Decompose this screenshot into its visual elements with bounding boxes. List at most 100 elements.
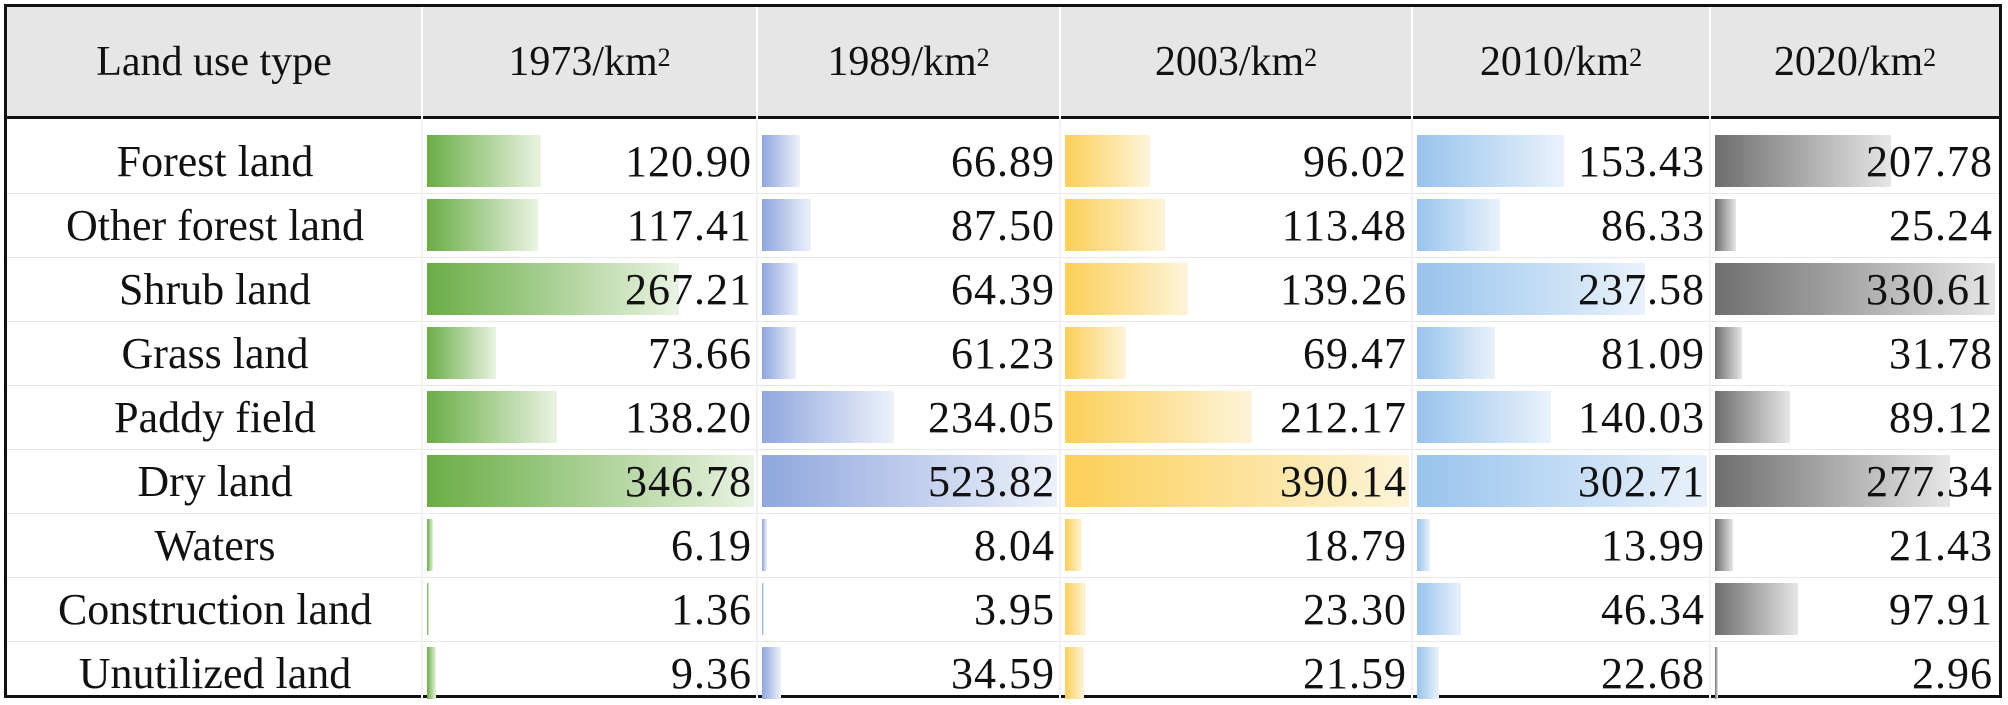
data-value: 46.34 bbox=[1601, 584, 1705, 634]
data-bar bbox=[1417, 263, 1645, 315]
data-value: 140.03 bbox=[1578, 392, 1705, 442]
data-value: 6.19 bbox=[671, 520, 752, 570]
data-value: 13.99 bbox=[1601, 520, 1705, 570]
data-cell: 6.19 bbox=[423, 513, 758, 577]
data-value: 390.14 bbox=[1280, 456, 1407, 506]
data-cell: 2.96 bbox=[1711, 641, 1999, 705]
header-unit: /km bbox=[1238, 38, 1305, 85]
header-label: Land use type bbox=[96, 38, 332, 85]
data-bar bbox=[1065, 455, 1409, 507]
data-cell: 207.78 bbox=[1711, 129, 1999, 193]
table-row: Forest land 120.90 66.89 96.02 153.43 207.78 bbox=[7, 129, 1999, 193]
header-unit-exponent: 2 bbox=[976, 42, 990, 72]
table-row: Unutilized land 9.36 34.59 21.59 22.68 2.96 bbox=[7, 641, 1999, 705]
data-bar bbox=[1715, 135, 1891, 187]
data-value: 66.89 bbox=[951, 136, 1055, 186]
row-separator bbox=[7, 449, 1999, 450]
data-bar bbox=[1715, 519, 1733, 571]
data-cell: 87.50 bbox=[758, 193, 1061, 257]
data-value: 96.02 bbox=[1303, 136, 1407, 186]
data-bar bbox=[427, 583, 429, 635]
header-land-use-type: Land use type bbox=[7, 7, 423, 116]
data-bar bbox=[1417, 199, 1500, 251]
header-year-label: 2020 bbox=[1773, 38, 1858, 85]
data-cell: 73.66 bbox=[423, 321, 758, 385]
data-cell: 390.14 bbox=[1061, 449, 1413, 513]
column-separator bbox=[756, 116, 758, 698]
data-bar bbox=[1715, 455, 1950, 507]
data-bar bbox=[427, 519, 433, 571]
table-row: Grass land 73.66 61.23 69.47 81.09 31.78 bbox=[7, 321, 1999, 385]
header-unit: /km bbox=[1857, 38, 1924, 85]
data-cell: 46.34 bbox=[1413, 577, 1711, 641]
row-label: Grass land bbox=[121, 328, 309, 378]
data-cell: 153.43 bbox=[1413, 129, 1711, 193]
data-cell: 302.71 bbox=[1413, 449, 1711, 513]
header-year-1973: 1973/km 2 bbox=[423, 7, 758, 116]
data-bar bbox=[1417, 519, 1430, 571]
row-label: Dry land bbox=[137, 456, 293, 506]
data-value: 2.96 bbox=[1912, 648, 1993, 698]
data-cell: 8.04 bbox=[758, 513, 1061, 577]
data-cell: 113.48 bbox=[1061, 193, 1413, 257]
data-cell: 22.68 bbox=[1413, 641, 1711, 705]
data-bar bbox=[1715, 327, 1742, 379]
data-bar bbox=[427, 135, 541, 187]
data-bar bbox=[427, 647, 436, 699]
table-row: Shrub land 267.21 64.39 139.26 237.58 330.61 bbox=[7, 257, 1999, 321]
data-bar bbox=[1065, 391, 1252, 443]
header-year-label: 1989 bbox=[827, 38, 912, 85]
header-year-1989: 1989/km 2 bbox=[758, 7, 1061, 116]
data-value: 212.17 bbox=[1280, 392, 1407, 442]
header-unit-exponent: 2 bbox=[657, 42, 671, 72]
data-value: 237.58 bbox=[1578, 264, 1705, 314]
data-bar bbox=[1065, 135, 1150, 187]
data-value: 9.36 bbox=[671, 648, 752, 698]
table-row: Other forest land 117.41 87.50 113.48 86.33 2… bbox=[7, 193, 1999, 257]
data-value: 330.61 bbox=[1866, 264, 1993, 314]
data-cell: 267.21 bbox=[423, 257, 758, 321]
header-unit: /km bbox=[1563, 38, 1630, 85]
data-bar bbox=[1715, 583, 1798, 635]
data-value: 34.59 bbox=[951, 648, 1055, 698]
table-row: Waters 6.19 8.04 18.79 13.99 21.43 bbox=[7, 513, 1999, 577]
data-bar bbox=[762, 263, 798, 315]
data-cell: 234.05 bbox=[758, 385, 1061, 449]
land-use-table: Land use type 1973/km 2 1989/km 2 2003/km 2 20… bbox=[4, 4, 2002, 699]
data-value: 138.20 bbox=[625, 392, 752, 442]
data-bar bbox=[762, 455, 1057, 507]
header-year-2020: 2020/km 2 bbox=[1711, 7, 1999, 116]
data-bar bbox=[762, 647, 781, 699]
row-separator bbox=[7, 577, 1999, 578]
data-cell: 346.78 bbox=[423, 449, 758, 513]
row-separator bbox=[7, 641, 1999, 642]
data-cell: 3.95 bbox=[758, 577, 1061, 641]
column-separator bbox=[421, 116, 423, 698]
row-label: Construction land bbox=[57, 584, 373, 634]
row-separator bbox=[7, 193, 1999, 194]
data-value: 139.26 bbox=[1280, 264, 1407, 314]
data-bar bbox=[427, 455, 754, 507]
data-value: 234.05 bbox=[928, 392, 1055, 442]
header-unit: /km bbox=[911, 38, 977, 85]
data-value: 8.04 bbox=[974, 520, 1055, 570]
data-cell: 330.61 bbox=[1711, 257, 1999, 321]
data-bar bbox=[762, 135, 800, 187]
data-bar bbox=[1715, 263, 1995, 315]
data-value: 23.30 bbox=[1303, 584, 1407, 634]
data-cell: 212.17 bbox=[1061, 385, 1413, 449]
header-year-2003: 2003/km 2 bbox=[1061, 7, 1413, 116]
data-value: 113.48 bbox=[1281, 200, 1407, 250]
data-bar bbox=[1065, 519, 1082, 571]
data-value: 1.36 bbox=[671, 584, 752, 634]
data-value: 25.24 bbox=[1889, 200, 1993, 250]
header-unit: /km bbox=[592, 38, 658, 85]
data-value: 18.79 bbox=[1303, 520, 1407, 570]
data-bar bbox=[1417, 391, 1551, 443]
data-bar bbox=[427, 391, 557, 443]
row-separator bbox=[7, 513, 1999, 514]
column-separator bbox=[1411, 116, 1413, 698]
row-label: Shrub land bbox=[119, 264, 311, 314]
data-bar bbox=[762, 391, 894, 443]
data-value: 81.09 bbox=[1601, 328, 1705, 378]
